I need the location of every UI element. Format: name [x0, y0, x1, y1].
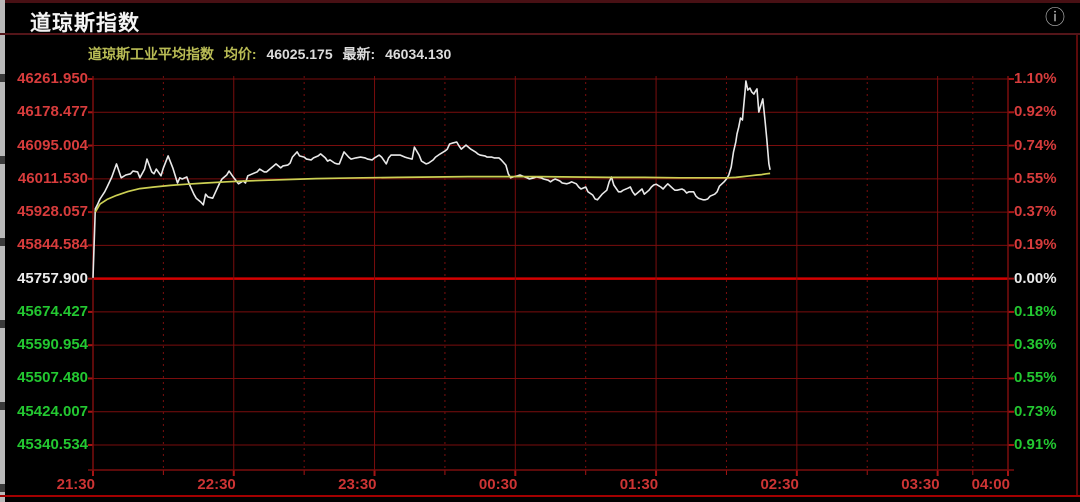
- y-axis-price-label: 46095.004: [17, 136, 88, 154]
- y-axis-percent-label: 0.36%: [1014, 336, 1057, 354]
- y-axis-percent-label: 0.37%: [1014, 203, 1057, 221]
- left-scrollbar[interactable]: [0, 0, 5, 502]
- y-axis-price-label: 45757.900: [17, 269, 88, 287]
- y-axis-price-label: 46261.950: [17, 70, 88, 87]
- y-axis-price-label: 45928.057: [17, 203, 88, 221]
- right-border: [1076, 35, 1078, 495]
- y-axis-percent-label: 1.10%: [1014, 70, 1057, 87]
- chart-legend: 道琼斯工业平均指数 均价: 46025.175 最新: 46034.130: [88, 44, 457, 64]
- y-axis-price-label: 45590.954: [17, 336, 88, 354]
- bottom-border: [0, 495, 1080, 497]
- page-title: 道琼斯指数: [30, 12, 140, 35]
- x-axis-time-label: 21:30: [56, 476, 95, 493]
- x-axis-time-label: 23:30: [338, 476, 377, 493]
- y-axis-price-label: 45424.007: [17, 402, 88, 420]
- index-name-label: 道琼斯工业平均指数: [88, 46, 214, 62]
- y-axis-price-label: 46011.530: [17, 169, 88, 187]
- avg-line: [94, 172, 771, 213]
- x-axis-time-label: 02:30: [760, 476, 799, 493]
- x-axis-time-label: 22:30: [197, 476, 236, 493]
- y-axis-percent-label: 0.00%: [1014, 269, 1057, 287]
- y-axis-price-label: 45674.427: [17, 302, 88, 320]
- y-axis-price-label: 46178.477: [17, 103, 88, 121]
- y-axis-percent-label: 0.19%: [1014, 236, 1057, 254]
- header-bar: 道琼斯指数 ⓘ: [6, 3, 1080, 35]
- y-axis-price-label: 45844.584: [17, 236, 88, 254]
- price-line: [92, 80, 771, 278]
- avg-price-value: 46025.175: [266, 46, 333, 62]
- x-axis-time-label: 03:30: [901, 476, 940, 493]
- x-axis-time-label: 04:00: [971, 476, 1010, 493]
- info-icon[interactable]: ⓘ: [1045, 7, 1065, 29]
- y-axis-price-label: 45507.480: [17, 369, 88, 387]
- header-divider: [0, 33, 1080, 35]
- x-axis-time-label: 00:30: [478, 476, 518, 493]
- y-axis-percent-label: 0.18%: [1014, 302, 1057, 320]
- top-border: [0, 0, 1080, 3]
- y-axis-percent-label: 0.55%: [1014, 369, 1057, 387]
- y-axis-percent-label: 0.55%: [1014, 169, 1057, 187]
- y-axis-percent-label: 0.74%: [1014, 136, 1057, 154]
- y-axis-percent-label: 0.91%: [1014, 436, 1057, 453]
- y-axis-price-label: 45340.534: [17, 436, 88, 453]
- x-axis-time-label: 01:30: [619, 476, 659, 493]
- last-price-label: 最新:: [342, 46, 376, 62]
- avg-price-label: 均价:: [223, 46, 257, 62]
- y-axis-percent-label: 0.92%: [1014, 103, 1057, 121]
- y-axis-percent-label: 0.73%: [1014, 402, 1057, 420]
- last-price-value: 46034.130: [385, 46, 452, 62]
